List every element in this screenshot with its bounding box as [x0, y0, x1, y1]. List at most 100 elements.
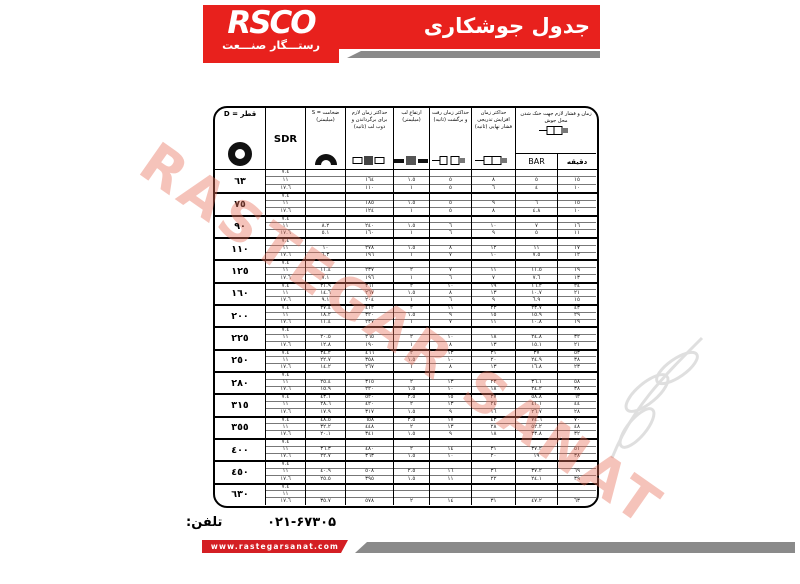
- lip-value: ٢: [394, 402, 429, 409]
- sdr-value: ٧.٤: [266, 395, 305, 403]
- s-value: [306, 239, 345, 246]
- sdr-value: ٧.٤: [266, 306, 305, 313]
- diameter-cell: ٣٥٥: [231, 422, 249, 434]
- travel-column-cell: ١٧ ١٣ ٩: [429, 417, 471, 438]
- sdr-value: ٧.٤: [266, 194, 305, 202]
- footer-gray-bar: [355, 542, 795, 553]
- lip-value: ١.٥: [407, 386, 416, 393]
- ramp-value: ٧: [492, 274, 495, 281]
- sdr-column-cell: ٧.٤ ١١ ١٧.٦: [265, 239, 305, 260]
- bar-value: [516, 462, 557, 470]
- min-value: ٢١: [574, 341, 580, 348]
- bar-value: ٥: [535, 229, 538, 236]
- melt-value: ٥٠٨: [346, 469, 393, 476]
- ramp-value: ٢٣: [472, 306, 515, 313]
- min-value: ١٣: [574, 274, 580, 281]
- sdr-value: ١٧.٦: [280, 207, 291, 214]
- min-value: ١٠: [574, 207, 580, 214]
- s-value: ٢٢.٧: [320, 453, 331, 460]
- travel-column-cell: ١٣ ١٠: [429, 373, 471, 394]
- diameter-cell: ٦٣٠: [231, 489, 249, 501]
- travel-value: ١١: [430, 306, 471, 313]
- website-url: www.rastegarsanat.com: [210, 542, 340, 551]
- col-header-minutes: دقیقه: [557, 154, 596, 169]
- travel-value: [430, 170, 471, 178]
- diameter-group: ٦٣ ٧.٤ ١١ ١٧.٦ ١٦٤ ١١٠ ١.٥ ١ ٥ ٥ ٨ ٦ ٥ ٤ ١٥ ١٠: [215, 170, 597, 193]
- melt-value: [346, 491, 393, 499]
- sdr-value: ١٧.٦: [280, 341, 291, 348]
- bar-value: ١٠.٨: [531, 319, 542, 326]
- travel-value: ١٤: [447, 497, 454, 504]
- sdr-column-cell: ٧.٤ ١١ ١٧.٦: [265, 484, 305, 505]
- bar-column-cell: ٤٧.٢: [516, 485, 557, 505]
- min-column-cell: ١٥ ١٠: [557, 170, 596, 193]
- sdr-column-cell: ٧.٤ ١١ ١٧.٦: [265, 216, 305, 237]
- travel-value: ١٦: [430, 469, 471, 476]
- ramp-value: [472, 261, 515, 269]
- travel-value: ١٥: [430, 395, 471, 403]
- travel-value: ٨: [449, 341, 452, 348]
- bar-value: [516, 261, 557, 269]
- sdr-value: ١٧.٦: [280, 229, 291, 236]
- sdr-value: ٧.٤: [266, 462, 305, 470]
- min-value: ٥٨: [558, 379, 596, 387]
- min-value: ٧٠: [558, 418, 596, 425]
- melt-column-cell: ٤٦٦ ٣٥٨ ٢٦٧: [345, 350, 393, 371]
- min-value: ٣٩: [574, 475, 580, 482]
- melt-value: ٢٣٧: [346, 268, 393, 275]
- min-value: [558, 440, 596, 447]
- s-value: [306, 440, 345, 447]
- sdr-value: ١٧.٦: [280, 296, 291, 303]
- cooling-clamp-icon: [539, 126, 568, 135]
- min-value: ١٠: [574, 184, 580, 191]
- ramp-column-cell: ١٠ ٩: [471, 216, 515, 237]
- lip-column-cell: ٢ ١.٥ ١: [393, 350, 429, 371]
- min-value: ١٩: [558, 268, 596, 275]
- sdr-value: ١٧.٦: [280, 475, 291, 482]
- thickness-label: ضخامت = S (میلیمتر): [311, 110, 340, 123]
- bead-lip-icon: [394, 156, 428, 165]
- lip-column-cell: ١.٥ ١: [393, 216, 429, 237]
- bar-value: ٧٤.٦: [516, 418, 557, 425]
- bar-value: ٧: [516, 223, 557, 231]
- melt-value: ٢٦٧: [346, 290, 393, 298]
- s-value: [306, 201, 345, 208]
- sdr-column-cell: ٧.٤ ١١ ١٧.٦: [265, 350, 305, 371]
- min-column-cell: ٦٢ ٤٤ ٢٨: [557, 395, 596, 416]
- s-value: ١٥.٩: [320, 386, 331, 393]
- s-value: ٨.٢: [306, 223, 345, 231]
- melt-value: [346, 440, 393, 447]
- s-value: [306, 177, 345, 185]
- bar-value: ٤.٨: [532, 207, 541, 214]
- s-value: [306, 328, 345, 336]
- sdr-column-cell: ٧.٤ ١١ ١٧.٦: [265, 306, 305, 327]
- travel-column-cell: ١٣ ١٠ ٨: [429, 350, 471, 371]
- s-column-cell: ٣٤.٢ ٢٢.٧ ١٤.٢: [305, 350, 345, 371]
- sdr-value: ١١: [266, 245, 305, 253]
- melt-value: [346, 373, 393, 380]
- sdr-value: ١١: [266, 469, 305, 476]
- lip-column-cell: ٢: [393, 484, 429, 505]
- ramp-value: ٢٣: [472, 379, 515, 387]
- diameter-cell: ١١٠: [231, 243, 249, 255]
- ramp-value: ٩: [472, 201, 515, 208]
- lip-column-cell: ٢ ١.٥: [393, 373, 429, 394]
- travel-value: [430, 328, 471, 336]
- ramp-column-cell: ٢٣ ١٥ ١١: [471, 306, 515, 327]
- diameter-group: ٦٣٠ ٧.٤ ١١ ١٧.٦ ٣٥.٧ ٥٧٨ ٢ ١٤ ٣١ ٤٧.٢ ٦٣: [215, 482, 597, 505]
- bar-value: ٦.٩: [532, 296, 541, 303]
- melt-value: [346, 462, 393, 470]
- pressure-ramp-icon: [474, 156, 507, 165]
- travel-value: [430, 440, 471, 447]
- min-value: ٣٨: [574, 453, 580, 460]
- bar-column-cell: ٥٨.٨ ٤١.١ ٢٦.٧: [516, 395, 557, 415]
- travel-value: [430, 261, 471, 269]
- lip-value: ١.٥: [394, 245, 429, 253]
- sdr-column-cell: ٧.٤ ١١ ١٧.٦: [265, 417, 305, 438]
- cooling-pair-cell: ٣٧.٢ ٢٤.١ ٦٩ ٣٩: [515, 462, 596, 483]
- ramp-value: [472, 217, 515, 224]
- melt-time-label: حداکثر زمان لازم برای برگرداندن و ذوب لب…: [351, 110, 388, 130]
